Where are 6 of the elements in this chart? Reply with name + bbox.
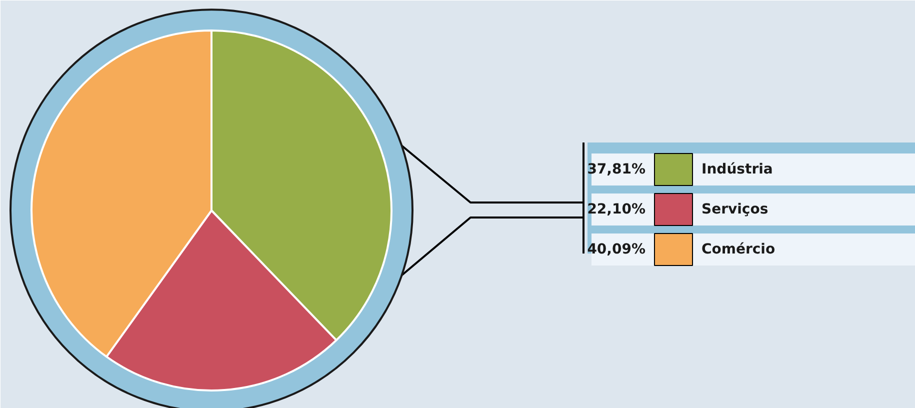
legend-label: Comércio: [702, 242, 776, 258]
legend-label: Serviços: [702, 202, 768, 218]
legend-label: Indústria: [702, 162, 773, 178]
data-label: 40,09%: [587, 242, 646, 258]
data-label: 37,81%: [587, 162, 646, 178]
data-label: 22,10%: [587, 202, 646, 218]
